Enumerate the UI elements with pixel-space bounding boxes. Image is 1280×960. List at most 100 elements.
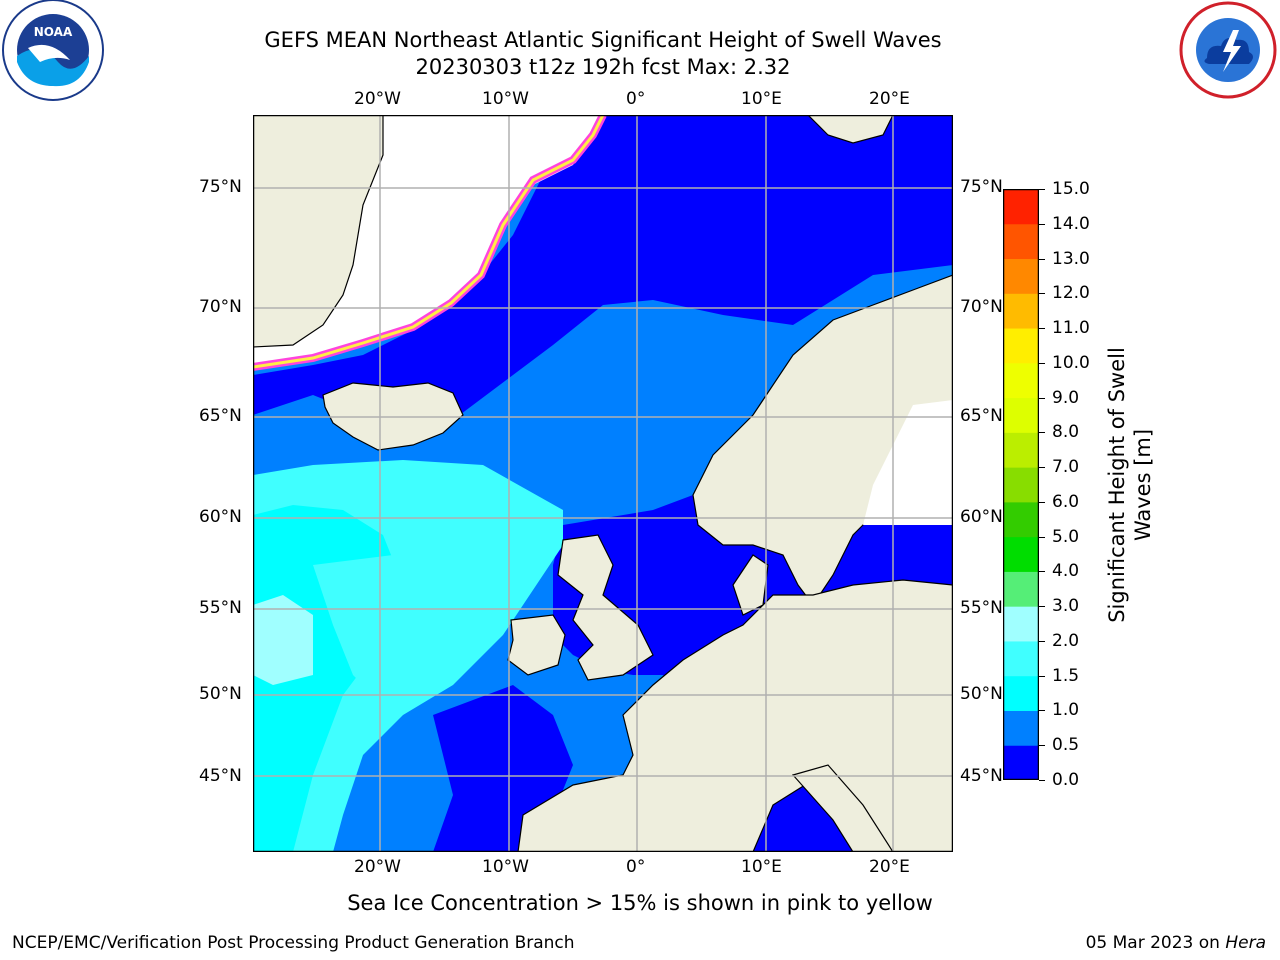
colorbar-tick-label: 12.0 [1052,283,1090,304]
colorbar-segment [1003,189,1039,225]
colorbar [1003,189,1039,780]
colorbar-tick-label: 0.0 [1052,770,1080,790]
colorbar-tick-mark [1039,258,1045,260]
colorbar-segment [1003,397,1039,433]
colorbar-tick-mark [1039,362,1045,364]
lon-label-bottom-10e: 10°E [741,857,782,877]
colorbar-tick-label: 0.5 [1052,735,1080,756]
colorbar-tick-label: 5.0 [1052,526,1080,547]
colorbar-segment [1003,467,1039,503]
colorbar-tick-mark [1039,606,1045,608]
colorbar-tick-mark [1039,467,1045,469]
lat-label-right-65n: 65°N [960,406,1003,426]
colorbar-tick-label: 8.0 [1052,422,1080,443]
sea-ice-note: Sea Ice Concentration > 15% is shown in … [347,891,933,915]
lat-label-left-50n: 50°N [199,684,242,704]
footer-branch: NCEP/EMC/Verification Post Processing Pr… [12,933,575,953]
colorbar-tick-label: 13.0 [1052,248,1090,269]
colorbar-label-line1: Significant Height of Swell [1105,347,1129,623]
chart-subtitle: 20230303 t12z 192h fcst Max: 2.32 [415,55,791,79]
colorbar-label: Significant Height of Swell Waves [m] [1102,190,1155,780]
colorbar-segment [1003,675,1039,711]
colorbar-segment [1003,571,1039,607]
colorbar-frame [1003,189,1039,780]
colorbar-tick-label: 15.0 [1052,179,1090,199]
colorbar-tick-mark [1039,780,1045,781]
colorbar-tick-label: 10.0 [1052,352,1090,373]
colorbar-label-line2: Waves [m] [1131,429,1154,541]
lon-label-top-10w: 10°W [482,89,529,109]
swell-map [253,115,953,852]
footer-host: Hera [1225,933,1266,953]
great-britain [557,534,654,681]
noaa-logo-text: NOAA [34,25,73,39]
graticule [253,115,953,852]
lat-label-left-60n: 60°N [199,507,242,527]
lat-label-right-60n: 60°N [960,507,1003,527]
ocean-band-0-05-north [253,115,953,420]
greenland-land [253,115,384,348]
ocean-band-15-2-inner [313,555,463,705]
colorbar-tick-mark [1039,745,1045,747]
colorbar-tick-label: 3.0 [1052,596,1080,617]
footer-date-text: 05 Mar 2023 on [1085,933,1226,953]
colorbar-segment [1003,258,1039,294]
lon-label-top-20e: 20°E [869,89,910,109]
colorbar-tick-mark [1039,432,1045,434]
map-frame [253,115,953,852]
lon-label-bottom-20w: 20°W [354,857,401,877]
lon-label-top-0: 0° [626,89,646,109]
colorbar-tick-mark [1039,501,1045,503]
ocean-band-2-3 [253,595,313,685]
lat-label-right-50n: 50°N [960,684,1003,704]
lat-label-left-65n: 65°N [199,406,242,426]
colorbar-segment [1003,501,1039,538]
lat-label-right-45n: 45°N [960,766,1003,786]
sea-ice-edge-yellow [253,115,605,369]
lat-label-right-70n: 70°N [960,297,1003,317]
colorbar-tick-label: 14.0 [1052,213,1090,234]
colorbar-tick-mark [1039,293,1045,295]
lon-label-bottom-20e: 20°E [869,857,910,877]
lon-label-top-10e: 10°E [741,89,782,109]
noaa-logo: NOAA [0,0,106,106]
colorbar-segment [1003,328,1039,364]
colorbar-segment [1003,745,1039,780]
lon-label-top-20w: 20°W [354,89,401,109]
lon-label-bottom-10w: 10°W [482,857,529,877]
lat-label-left-75n: 75°N [199,177,242,197]
colorbar-tick-mark [1039,536,1045,538]
colorbar-tick-label: 1.5 [1052,665,1080,686]
svalbard [807,115,894,144]
colorbar-tick-label: 1.0 [1052,700,1080,721]
colorbar-segment [1003,293,1039,329]
chart-title: GEFS MEAN Northeast Atlantic Significant… [264,28,942,52]
colorbar-tick-label: 9.0 [1052,387,1080,408]
colorbar-segment [1003,640,1039,677]
lat-label-right-75n: 75°N [960,177,1003,197]
footer-date: 05 Mar 2023 on Hera [1086,933,1266,953]
colorbar-tick-mark [1039,640,1045,642]
colorbar-tick-mark [1039,675,1045,677]
colorbar-tick-mark [1039,397,1045,399]
colorbar-segment [1003,710,1039,746]
lat-label-left-55n: 55°N [199,598,242,618]
ireland [507,614,566,676]
lat-label-left-45n: 45°N [199,766,242,786]
colorbar-tick-label: 11.0 [1052,318,1090,339]
colorbar-segment [1003,223,1039,260]
colorbar-tick-mark [1039,710,1045,712]
colorbar-tick-label: 7.0 [1052,457,1080,478]
colorbar-tick-label: 4.0 [1052,561,1080,582]
colorbar-tick-mark [1039,189,1045,190]
baltic-ice [863,400,953,525]
colorbar-tick-label: 6.0 [1052,491,1080,512]
lon-label-bottom-0: 0° [626,857,646,877]
lat-label-left-70n: 70°N [199,297,242,317]
colorbar-segment [1003,362,1039,399]
nws-logo [1177,0,1280,100]
colorbar-segment [1003,432,1039,468]
colorbar-tick-mark [1039,223,1045,225]
colorbar-segment [1003,536,1039,572]
lat-label-right-55n: 55°N [960,598,1003,618]
